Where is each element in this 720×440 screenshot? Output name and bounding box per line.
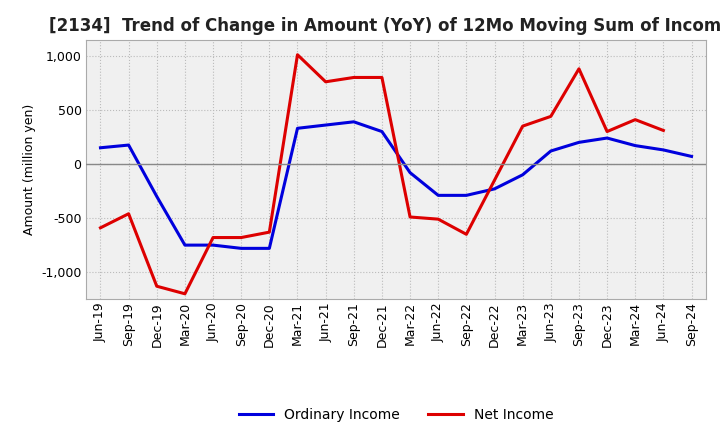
Ordinary Income [575,140,583,145]
Net Income [293,52,302,57]
Ordinary Income [434,193,443,198]
Ordinary Income [237,246,246,251]
Ordinary Income [265,246,274,251]
Net Income [659,128,667,133]
Ordinary Income [377,129,386,134]
Net Income [462,231,471,237]
Net Income [631,117,639,122]
Net Income [575,66,583,71]
Ordinary Income [462,193,471,198]
Ordinary Income [349,119,358,125]
Net Income [321,79,330,84]
Ordinary Income [603,136,611,141]
Net Income [490,178,499,183]
Ordinary Income [209,242,217,248]
Line: Net Income: Net Income [101,55,663,294]
Legend: Ordinary Income, Net Income: Ordinary Income, Net Income [233,402,559,427]
Net Income [181,291,189,297]
Net Income [349,75,358,80]
Ordinary Income [321,122,330,128]
Net Income [546,114,555,119]
Title: [2134]  Trend of Change in Amount (YoY) of 12Mo Moving Sum of Incomes: [2134] Trend of Change in Amount (YoY) o… [49,17,720,35]
Ordinary Income [546,148,555,154]
Ordinary Income [631,143,639,148]
Ordinary Income [406,170,415,175]
Net Income [125,211,133,216]
Ordinary Income [153,194,161,199]
Net Income [209,235,217,240]
Net Income [96,225,105,231]
Net Income [265,230,274,235]
Ordinary Income [293,126,302,131]
Ordinary Income [518,172,527,177]
Ordinary Income [181,242,189,248]
Net Income [603,129,611,134]
Ordinary Income [490,186,499,191]
Net Income [406,214,415,220]
Line: Ordinary Income: Ordinary Income [101,122,691,248]
Ordinary Income [125,143,133,148]
Net Income [434,216,443,222]
Net Income [518,124,527,129]
Ordinary Income [687,154,696,159]
Y-axis label: Amount (million yen): Amount (million yen) [22,104,35,235]
Net Income [237,235,246,240]
Net Income [377,75,386,80]
Ordinary Income [96,145,105,150]
Net Income [153,283,161,289]
Ordinary Income [659,147,667,153]
